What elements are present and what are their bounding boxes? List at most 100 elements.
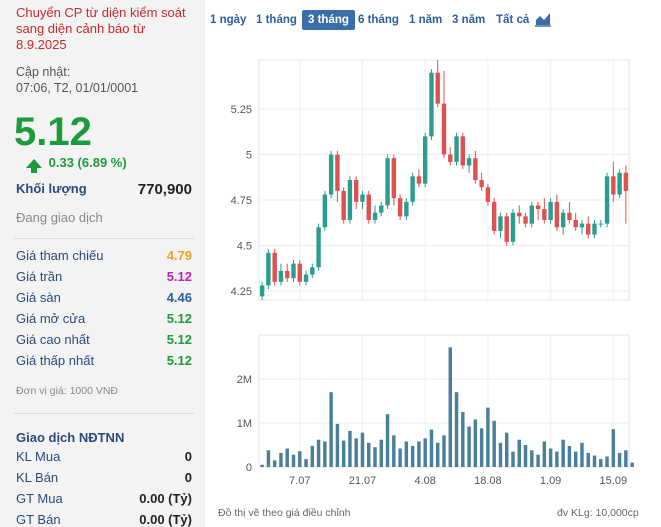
candle-body xyxy=(328,154,334,195)
foreign-label: KL Mua xyxy=(16,449,61,464)
tab-range[interactable]: 1 năm xyxy=(409,14,443,26)
foreign-value: 0.00 (Tỷ) xyxy=(139,491,192,506)
candle-body xyxy=(303,274,309,282)
volume-bar xyxy=(467,426,471,467)
volume-bar xyxy=(379,439,384,467)
candle-body xyxy=(366,194,371,220)
stat-value: 4.46 xyxy=(166,290,192,305)
volume-tick-label: 0 xyxy=(246,462,252,474)
price-plot-frame xyxy=(258,59,630,301)
candle-body xyxy=(341,190,346,220)
candle-body xyxy=(611,176,616,195)
volume-bar xyxy=(555,451,559,467)
candle-body xyxy=(335,154,340,191)
volume-bar xyxy=(360,432,365,467)
volume-tick-label: 1M xyxy=(237,418,252,430)
tab-range[interactable]: 6 tháng xyxy=(358,14,399,26)
tab-range[interactable]: 3 tháng xyxy=(302,10,355,30)
foreign-label: GT Bán xyxy=(16,512,61,527)
volume-bar xyxy=(272,460,277,467)
foreign-value: 0 xyxy=(184,470,192,485)
candle-body xyxy=(404,201,409,217)
volume-bar xyxy=(454,392,459,467)
candle-body xyxy=(379,205,384,213)
volume-bar xyxy=(567,445,572,467)
candle-body xyxy=(385,158,390,206)
volume-bar xyxy=(385,414,390,467)
divider xyxy=(14,238,194,239)
area-chart-icon[interactable] xyxy=(535,11,551,27)
volume-bar xyxy=(461,412,465,467)
foreign-value: 0.00 (Tỷ) xyxy=(139,512,192,527)
volume-bar xyxy=(436,442,440,467)
volume-bar xyxy=(479,428,484,467)
stat-row: Giá trần 5.12 xyxy=(16,269,192,284)
candle-body xyxy=(523,216,528,224)
volume-bar xyxy=(511,451,515,467)
candle-body xyxy=(429,72,434,137)
x-tick-label: 15.09 xyxy=(600,475,628,487)
tab-range[interactable]: 1 tháng xyxy=(256,14,297,26)
stat-label: Giá mở cửa xyxy=(16,311,86,326)
y-tick-label: 5.25 xyxy=(231,104,252,116)
stat-label: Giá sàn xyxy=(16,290,61,305)
volume-bar xyxy=(492,420,496,467)
volume-bar xyxy=(605,456,609,467)
volume-bar xyxy=(323,441,327,467)
volume-bar xyxy=(486,407,490,467)
volume-bar xyxy=(341,440,346,467)
stat-value: 5.12 xyxy=(166,332,192,347)
volume-bar xyxy=(316,439,321,467)
candle-body xyxy=(278,270,284,282)
stat-label: Giá trần xyxy=(16,269,63,284)
stock-summary-panel: Chuyển CP từ diện kiểm soát sang diện cả… xyxy=(0,0,205,527)
volume-bar xyxy=(354,438,358,467)
x-tick-label: 18.08 xyxy=(474,475,502,487)
candle-body xyxy=(454,136,459,162)
divider xyxy=(14,413,194,414)
candle-body xyxy=(422,136,428,184)
candle-body xyxy=(291,263,296,279)
volume-bar xyxy=(611,429,616,467)
volume-bar xyxy=(260,464,264,467)
candle-body xyxy=(485,187,491,202)
tab-range[interactable]: 1 ngày xyxy=(210,14,247,26)
volume-bar xyxy=(536,454,540,467)
candle-body xyxy=(354,180,359,202)
candle-body xyxy=(479,180,484,188)
volume-bar xyxy=(429,429,434,467)
candle-body xyxy=(272,252,277,282)
volume-bar xyxy=(548,448,553,467)
stat-label: Giá tham chiếu xyxy=(16,248,104,263)
candle-body xyxy=(473,158,478,180)
candle-body xyxy=(554,201,560,228)
volume-bar xyxy=(442,435,446,467)
volume-bar xyxy=(410,445,415,467)
tab-range[interactable]: Tất cả xyxy=(496,14,530,26)
candle-body xyxy=(548,201,553,220)
stat-row: Giá cao nhất 5.12 xyxy=(16,332,192,347)
candle-body xyxy=(416,176,422,184)
candle-body xyxy=(360,194,365,202)
update-time: 07:06, T2, 01/01/0001 xyxy=(16,81,139,95)
volume-bar xyxy=(504,432,509,467)
volume-bar xyxy=(417,441,421,467)
candle-body xyxy=(623,172,629,191)
tab-range[interactable]: 3 năm xyxy=(452,14,486,26)
price-change: 0.33 (6.89 %) xyxy=(26,155,127,173)
volume-bar xyxy=(335,423,340,467)
foreign-row: GT Mua 0.00 (Tỷ) xyxy=(16,491,192,506)
x-tick-label: 21.07 xyxy=(349,475,377,487)
candle-body xyxy=(310,267,315,275)
volume-bar xyxy=(367,442,371,467)
candle-body xyxy=(435,72,440,104)
volume-bar xyxy=(266,450,271,467)
candle-body xyxy=(617,172,622,195)
volume-bar xyxy=(291,454,296,467)
volume-bar xyxy=(404,441,409,467)
volume-value: 770,900 xyxy=(137,181,192,198)
volume-row: Khối lượng 770,900 xyxy=(16,181,192,198)
volume-bar xyxy=(624,450,628,467)
candle-body xyxy=(372,212,378,220)
volume-bar xyxy=(310,445,315,467)
